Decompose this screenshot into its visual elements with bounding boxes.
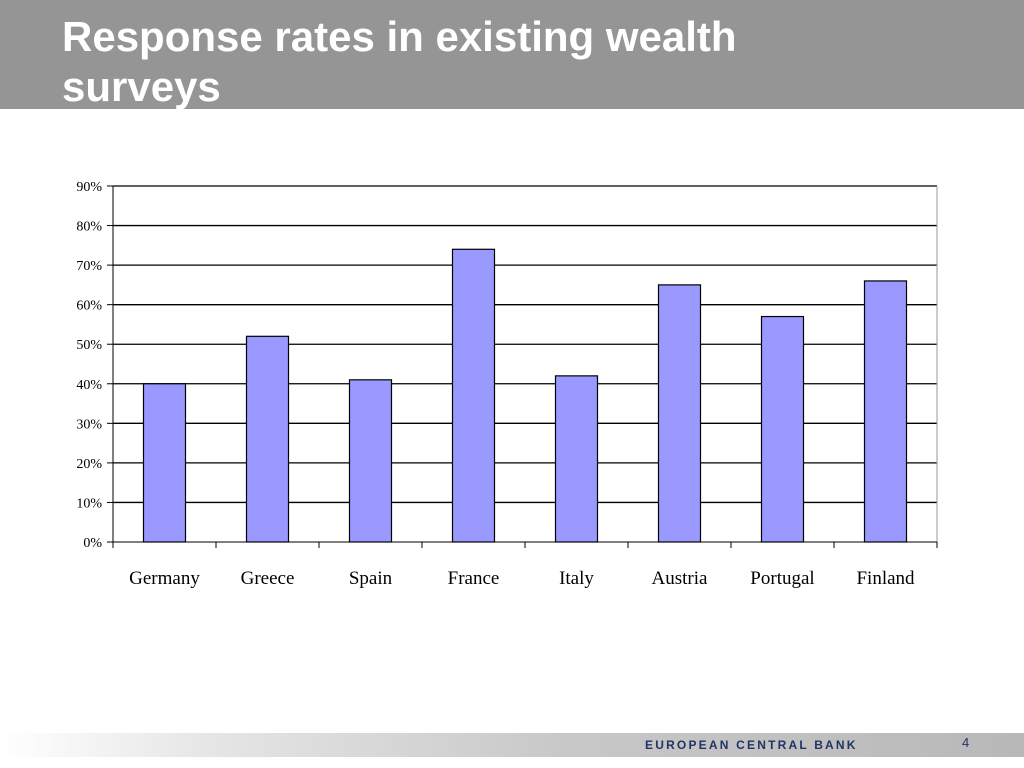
y-tick-labels: 0% 10% 20% 30% 40% 50% 60% 70% 80% 90% [76, 180, 102, 551]
footer-bar: EUROPEAN CENTRAL BANK 4 [0, 733, 1024, 757]
x-category-labels: Germany Greece Spain France Italy Austria Port… [129, 568, 915, 589]
bar-austria [657, 284, 702, 543]
x-category-label: Greece [241, 568, 295, 589]
bar-greece [245, 335, 290, 543]
x-category-label: Portugal [750, 568, 814, 589]
bar-portugal [760, 315, 805, 543]
bar-germany [142, 383, 187, 543]
x-category-label: Italy [559, 568, 594, 589]
slide-title: Response rates in existing wealth survey… [62, 13, 737, 110]
gridlines [113, 185, 937, 504]
y-tick-label: 30% [76, 417, 102, 432]
page-number: 4 [962, 735, 970, 750]
y-tick-label: 0% [83, 536, 102, 551]
x-category-label: Austria [652, 568, 709, 589]
bar-spain [348, 379, 393, 543]
footer-brand: EUROPEAN CENTRAL BANK [645, 738, 858, 752]
x-category-label: Spain [349, 568, 393, 589]
bar-italy [554, 375, 599, 543]
y-tick-label: 10% [76, 496, 102, 511]
y-tick-label: 40% [76, 378, 102, 393]
bar-finland [863, 280, 908, 543]
axes [107, 185, 938, 548]
x-category-label: France [448, 568, 500, 589]
title-banner: Response rates in existing wealth survey… [0, 0, 1024, 110]
x-category-label: Finland [856, 568, 915, 589]
y-tick-label: 80% [76, 220, 102, 235]
bar-france [451, 248, 496, 543]
bars [142, 248, 908, 543]
y-tick-label: 20% [76, 457, 102, 472]
x-category-label: Germany [129, 568, 200, 589]
y-tick-label: 50% [76, 338, 102, 353]
y-tick-label: 60% [76, 299, 102, 314]
y-tick-label: 90% [76, 180, 102, 195]
y-tick-label: 70% [76, 259, 102, 274]
